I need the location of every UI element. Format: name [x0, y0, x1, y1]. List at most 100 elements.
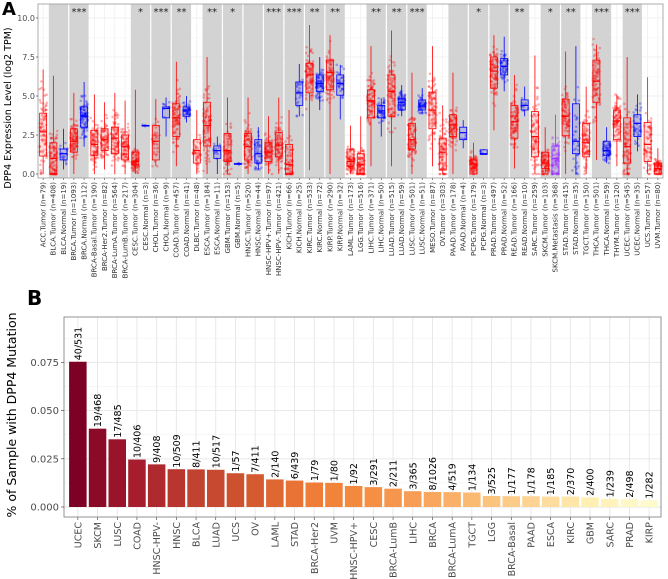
jitter-point [43, 128, 46, 132]
y-tick-label: 7.5 [22, 53, 35, 62]
jitter-point [340, 65, 344, 68]
jitter-point [85, 120, 88, 124]
jitter-point [427, 79, 431, 83]
jitter-point [52, 146, 56, 150]
jitter-point [648, 167, 652, 171]
jitter-point [89, 116, 92, 120]
jitter-point [73, 134, 77, 138]
x-tick-label: KIRP [645, 522, 656, 544]
jitter-point [76, 124, 79, 127]
jitter-point [50, 170, 54, 174]
x-tick-label: UCS.Tumor (n=57) [644, 182, 652, 247]
jitter-point [53, 147, 56, 150]
bar-value-label: 4/519 [448, 463, 459, 490]
jitter-point [433, 131, 436, 135]
jitter-point [70, 142, 73, 146]
jitter-point [622, 170, 625, 174]
jitter-point [131, 167, 134, 170]
jitter-point [113, 141, 116, 145]
jitter-point [93, 140, 97, 143]
bar-brca-basal [502, 496, 520, 507]
jitter-point [121, 132, 125, 136]
x-tick-label: HNSC.Tumor (n=520) [244, 182, 252, 257]
x-tick-label: BLCA.Normal (n=19) [60, 182, 68, 255]
jitter-point [92, 145, 96, 149]
jitter-point [72, 142, 76, 146]
x-tick-label: HNSC-HPV-.Tumor (n=421) [275, 182, 283, 276]
jitter-point [542, 172, 546, 176]
jitter-point [509, 142, 513, 146]
jitter-point [533, 159, 536, 163]
jitter-point [125, 130, 128, 134]
jitter-point [207, 93, 211, 96]
jitter-point [443, 132, 446, 136]
x-tick-label: LUAD [211, 522, 222, 548]
significance-ucec: *** [625, 7, 640, 18]
box-iqr [623, 117, 632, 164]
bar-lgg [482, 496, 501, 507]
jitter-point [93, 141, 96, 144]
jitter-point [43, 138, 47, 142]
jitter-point [73, 142, 77, 146]
jitter-point [552, 142, 555, 146]
jitter-point [202, 96, 206, 99]
jitter-point [515, 88, 518, 92]
x-tick-label: SKCM.Metastasis (n=368) [552, 182, 560, 273]
jitter-point [90, 144, 94, 148]
jitter-point [54, 169, 57, 172]
jitter-point [566, 95, 570, 98]
jitter-point [45, 93, 48, 96]
jitter-point [113, 146, 116, 150]
jitter-point [42, 149, 45, 152]
jitter-point [61, 155, 65, 158]
jitter-point [121, 142, 124, 146]
jitter-point [155, 153, 159, 156]
jitter-point [80, 116, 84, 119]
jitter-point [152, 133, 156, 137]
y-tick-label: 10.0 [17, 14, 35, 23]
jitter-point [94, 161, 97, 164]
x-tick-label: UVM [329, 522, 340, 544]
jitter-point [104, 142, 107, 146]
jitter-point [438, 111, 441, 115]
jitter-point [91, 138, 95, 141]
jitter-point [111, 140, 114, 144]
jitter-point [60, 155, 64, 158]
jitter-point [94, 152, 97, 155]
jitter-point [74, 144, 77, 148]
x-tick-label: BRCA-Basal.Tumor (n=190) [91, 182, 99, 278]
jitter-point [122, 153, 126, 157]
significance-lihc: ** [371, 7, 381, 18]
jitter-point [124, 147, 127, 150]
x-tick-label: COAD [132, 522, 143, 550]
jitter-point [136, 164, 140, 168]
jitter-point [410, 117, 413, 120]
jitter-point [123, 148, 127, 152]
jitter-point [155, 131, 159, 135]
x-tick-label: KIRC [566, 522, 577, 544]
jitter-point [106, 153, 110, 157]
jitter-point [115, 133, 118, 136]
jitter-point [377, 121, 381, 124]
significance-skcm: * [548, 7, 553, 18]
jitter-point [414, 149, 417, 153]
jitter-point [39, 126, 43, 129]
jitter-point [335, 70, 339, 74]
box-iqr [182, 106, 191, 117]
jitter-point [134, 161, 138, 165]
jitter-point [115, 143, 119, 146]
jitter-point [42, 118, 46, 121]
jitter-point [73, 130, 76, 134]
jitter-point [95, 136, 98, 140]
x-tick-label: KIRP.Tumor (n=290) [326, 182, 334, 252]
jitter-point [40, 80, 43, 83]
x-tick-label: HNSC-HPV- [152, 522, 163, 575]
box-iqr [582, 122, 591, 158]
jitter-point [535, 86, 539, 89]
jitter-point [75, 119, 78, 123]
jitter-point [44, 108, 48, 112]
x-tick-label: SKCM.Tumor (n=103) [541, 182, 549, 257]
significance-gbm: * [230, 7, 235, 18]
box-iqr [80, 106, 89, 128]
y-tick-label: 0.0 [22, 170, 35, 179]
